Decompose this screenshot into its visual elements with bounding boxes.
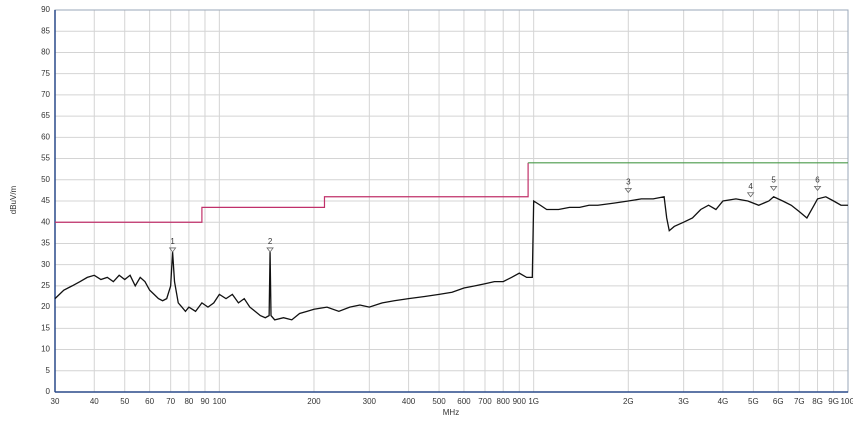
y-axis-label: dBuV/m	[9, 185, 18, 214]
y-tick-label: 45	[41, 196, 50, 205]
peak-label: 6	[815, 175, 820, 184]
y-tick-label: 40	[41, 217, 50, 226]
x-tick-label: 1G	[528, 397, 539, 406]
y-tick-label: 30	[41, 260, 50, 269]
x-tick-label: 80	[184, 397, 193, 406]
y-tick-label: 65	[41, 111, 50, 120]
y-tick-label: 10	[41, 345, 50, 354]
x-axis-label: MHz	[443, 408, 459, 417]
x-tick-label: 70	[166, 397, 175, 406]
peak-marker	[813, 185, 822, 192]
y-tick-label: 60	[41, 132, 50, 141]
y-tick-label: 80	[41, 48, 50, 57]
x-tick-label: 500	[432, 397, 446, 406]
x-tick-label: 400	[402, 397, 416, 406]
x-tick-label: 300	[363, 397, 377, 406]
x-tick-label: 700	[478, 397, 492, 406]
y-tick-label: 55	[41, 154, 50, 163]
x-tick-label: 600	[457, 397, 471, 406]
peak-marker	[266, 247, 274, 253]
peak-marker	[168, 247, 177, 253]
peak-marker	[746, 192, 755, 198]
x-tick-label: 9G	[828, 397, 839, 406]
x-tick-label: 30	[51, 397, 60, 406]
x-tick-label: 50	[120, 397, 129, 406]
series-line	[54, 195, 848, 321]
peak-marker	[624, 188, 633, 194]
peak-label: 3	[626, 178, 631, 187]
x-tick-label: 800	[497, 397, 511, 406]
x-tick-label: 900	[513, 397, 527, 406]
x-tick-label: 4G	[718, 397, 729, 406]
y-tick-label: 35	[41, 239, 50, 248]
x-tick-label: 5G	[748, 397, 759, 406]
y-tick-label: 0	[46, 387, 51, 396]
x-tick-label: 100	[213, 397, 227, 406]
series-line	[55, 162, 529, 223]
peak-label: 2	[268, 237, 273, 246]
y-tick-label: 85	[41, 26, 50, 35]
y-tick-label: 75	[41, 69, 50, 78]
x-tick-label: 8G	[812, 397, 823, 406]
x-tick-label: 3G	[678, 397, 689, 406]
x-tick-label: 10G	[840, 397, 853, 406]
y-tick-label: 20	[41, 302, 50, 311]
peak-label: 1	[170, 237, 175, 246]
peak-label: 5	[771, 175, 776, 184]
y-tick-label: 25	[41, 281, 50, 290]
y-tick-label: 70	[41, 90, 50, 99]
x-tick-label: 2G	[623, 397, 634, 406]
x-tick-label: 7G	[794, 397, 805, 406]
y-tick-label: 90	[41, 5, 50, 14]
x-tick-label: 200	[307, 397, 321, 406]
peak-label: 4	[748, 182, 753, 191]
x-tick-label: 90	[201, 397, 210, 406]
x-tick-label: 40	[90, 397, 99, 406]
peak-marker	[769, 185, 778, 192]
y-tick-label: 5	[46, 366, 51, 375]
x-tick-label: 60	[145, 397, 154, 406]
y-tick-label: 15	[41, 323, 50, 332]
x-tick-label: 6G	[773, 397, 784, 406]
y-tick-label: 50	[41, 175, 50, 184]
